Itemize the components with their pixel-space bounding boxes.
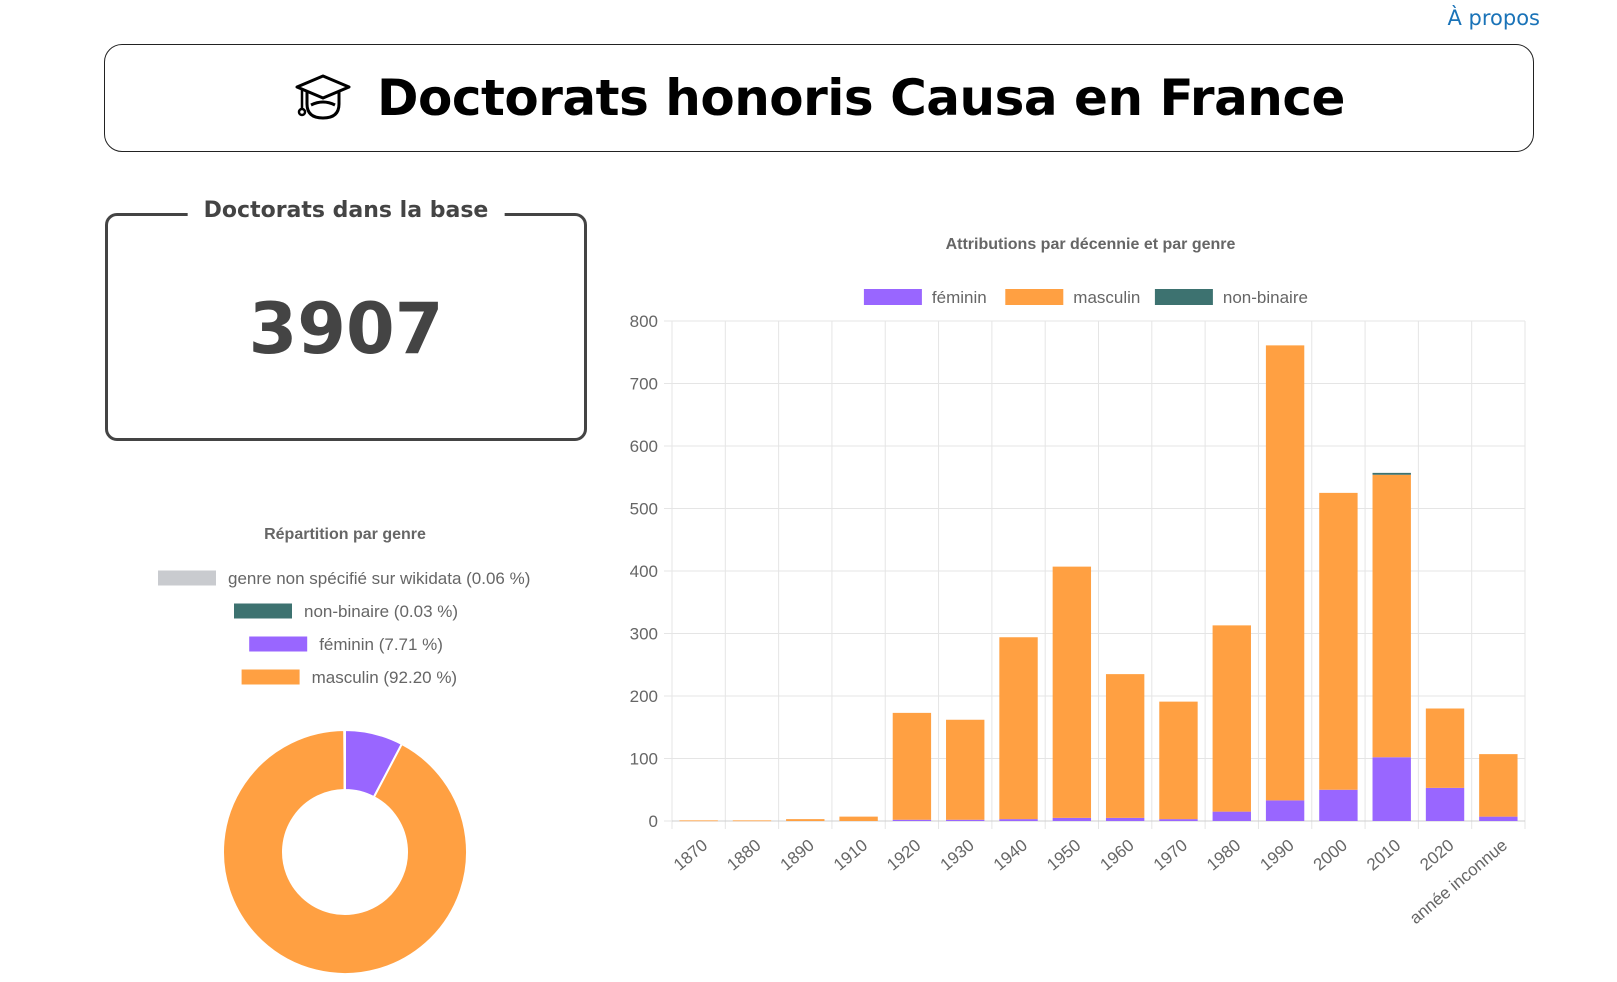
y-tick-label: 0 — [649, 812, 658, 831]
bar-segment[interactable] — [999, 819, 1038, 821]
bar-segment[interactable] — [999, 637, 1038, 820]
donut-title: Répartition par genre — [264, 526, 426, 543]
bar-segment[interactable] — [786, 819, 825, 821]
bar-segment[interactable] — [1265, 345, 1305, 801]
bar-legend-swatch[interactable] — [863, 289, 922, 305]
x-tick-label: 1920 — [883, 836, 924, 875]
bar-segment[interactable] — [679, 820, 718, 822]
bar-legend-swatch[interactable] — [1154, 289, 1213, 305]
stat-label: Doctorats dans la base — [187, 198, 505, 223]
about-link[interactable]: À propos — [1447, 6, 1540, 30]
bar-legend-label[interactable]: féminin — [932, 288, 987, 307]
donut-legend-label[interactable]: féminin (7.71 %) — [319, 635, 443, 654]
x-tick-label: 1880 — [723, 836, 764, 875]
stat-card: Doctorats dans la base 3907 — [105, 198, 587, 441]
bar-segment[interactable] — [732, 820, 772, 822]
stat-value: 3907 — [248, 288, 444, 370]
x-tick-label: 1940 — [990, 836, 1031, 875]
donut-legend-label[interactable]: non-binaire (0.03 %) — [304, 602, 458, 621]
bar-segment[interactable] — [892, 712, 932, 820]
x-tick-label: 1980 — [1203, 836, 1244, 875]
x-tick-label: 1910 — [830, 836, 871, 875]
donut-legend-label[interactable]: masculin (92.20 %) — [312, 668, 458, 687]
x-tick-label: 2000 — [1310, 836, 1351, 875]
x-tick-label: 1930 — [937, 836, 978, 875]
donut-legend-swatch[interactable] — [158, 570, 216, 586]
bar-segment[interactable] — [1425, 787, 1465, 821]
bar-segment[interactable] — [1159, 701, 1198, 820]
y-tick-label: 300 — [630, 625, 658, 644]
y-tick-label: 600 — [630, 437, 658, 456]
x-tick-label: 1960 — [1097, 836, 1138, 875]
donut-slice[interactable] — [222, 728, 468, 975]
bar-legend-swatch[interactable] — [1005, 289, 1064, 305]
x-tick-label: 1950 — [1043, 836, 1084, 875]
page-header: Doctorats honoris Causa en France — [104, 44, 1534, 152]
x-tick-label: 2010 — [1363, 836, 1404, 875]
bar-segment[interactable] — [1372, 757, 1411, 821]
bar-chart-title: Attributions par décennie et par genre — [946, 236, 1236, 253]
x-tick-label: année inconnue — [1406, 836, 1511, 928]
bar-segment[interactable] — [1212, 625, 1251, 812]
y-tick-label: 500 — [630, 500, 658, 519]
donut-legend-label[interactable]: genre non spécifié sur wikidata (0.06 %) — [228, 569, 530, 588]
gender-donut-chart: Répartition par genre genre non spécifié … — [158, 526, 530, 975]
bar-legend-label[interactable]: non-binaire — [1223, 288, 1308, 307]
y-tick-label: 200 — [630, 687, 658, 706]
donut-legend-swatch[interactable] — [234, 603, 292, 619]
y-tick-label: 400 — [630, 562, 658, 581]
x-tick-label: 1890 — [777, 836, 818, 875]
page-title: Doctorats honoris Causa en France — [377, 69, 1345, 127]
bar-segment[interactable] — [1052, 817, 1092, 821]
donut-legend-swatch[interactable] — [249, 636, 308, 652]
bar-segment[interactable] — [1105, 674, 1145, 818]
y-tick-label: 800 — [630, 312, 658, 331]
bar-segment[interactable] — [1319, 789, 1358, 821]
bar-segment[interactable] — [1425, 708, 1465, 788]
decade-bar-chart: Attributions par décennie et par genre fé… — [630, 236, 1526, 928]
x-tick-label: 1990 — [1256, 836, 1297, 875]
bar-segment[interactable] — [1372, 474, 1411, 758]
bar-legend-label[interactable]: masculin — [1073, 288, 1140, 307]
graduation-cap-icon — [295, 74, 351, 120]
bar-segment[interactable] — [1479, 816, 1518, 821]
x-tick-label: 1870 — [670, 836, 711, 875]
bar-segment[interactable] — [946, 819, 985, 821]
bar-segment[interactable] — [1052, 566, 1092, 818]
x-tick-label: 2020 — [1416, 836, 1457, 875]
bar-segment[interactable] — [1105, 817, 1145, 821]
bar-segment[interactable] — [1212, 811, 1251, 821]
x-tick-label: 1970 — [1150, 836, 1191, 875]
bar-segment[interactable] — [1479, 754, 1518, 817]
y-tick-label: 700 — [630, 375, 658, 394]
bar-segment[interactable] — [1372, 472, 1411, 475]
bar-segment[interactable] — [892, 819, 932, 821]
bar-segment[interactable] — [946, 719, 985, 820]
bar-segment[interactable] — [1159, 819, 1198, 821]
bar-segment[interactable] — [839, 816, 878, 821]
bar-segment[interactable] — [1265, 800, 1305, 821]
y-tick-label: 100 — [630, 750, 658, 769]
bar-segment[interactable] — [1319, 492, 1358, 790]
donut-legend-swatch[interactable] — [241, 669, 300, 685]
